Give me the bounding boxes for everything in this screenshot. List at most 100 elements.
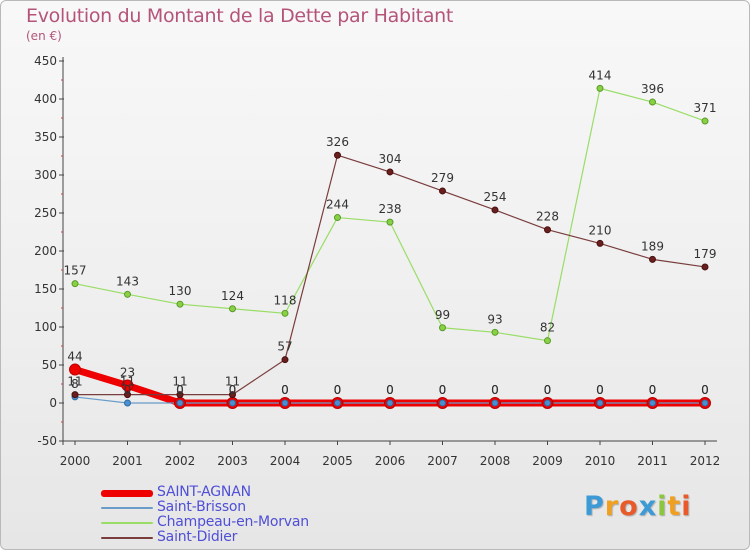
data-label: 0 xyxy=(229,383,237,397)
data-label: 143 xyxy=(116,274,139,288)
data-label: 0 xyxy=(176,383,184,397)
legend-label: SAINT-AGNAN xyxy=(157,484,251,500)
data-point-1 xyxy=(544,399,551,407)
data-label: 93 xyxy=(487,312,502,326)
data-point-2 xyxy=(71,280,79,288)
data-label: 130 xyxy=(169,284,192,298)
data-point-2 xyxy=(176,300,184,308)
data-label: 0 xyxy=(334,383,342,397)
x-tick-label: 2000 xyxy=(60,454,91,468)
chart-title: Evolution du Montant de la Dette par Hab… xyxy=(26,5,454,27)
y-tick-label: 200 xyxy=(34,244,57,258)
data-point-2 xyxy=(124,290,131,298)
data-label: 228 xyxy=(536,210,559,224)
y-tick-label: -50 xyxy=(37,434,57,448)
data-label: 11 xyxy=(67,375,82,389)
series-line-3 xyxy=(74,154,706,396)
x-tick-label: 2011 xyxy=(637,454,668,468)
data-point-2 xyxy=(649,98,656,106)
data-point-1 xyxy=(229,399,236,407)
data-label: 0 xyxy=(544,383,552,397)
data-label: 0 xyxy=(701,383,709,397)
data-point-2 xyxy=(229,305,236,313)
data-label: 118 xyxy=(274,293,297,307)
logo-letter: i xyxy=(681,491,692,522)
data-point-2 xyxy=(596,84,604,92)
data-point-3 xyxy=(701,263,709,271)
data-label: 0 xyxy=(596,383,604,397)
data-point-1 xyxy=(176,399,184,407)
y-tick-label: 250 xyxy=(34,206,57,220)
data-point-1 xyxy=(596,399,604,407)
y-tick-label: 0 xyxy=(49,396,57,410)
data-point-3 xyxy=(176,391,184,399)
y-tick-label: 150 xyxy=(34,282,57,296)
logo-letter: i xyxy=(657,491,668,522)
data-point-3 xyxy=(596,239,604,247)
data-label: 11 xyxy=(225,375,240,389)
data-label: 0 xyxy=(491,383,499,397)
legend-label: Saint-Didier xyxy=(157,529,238,545)
data-point-3 xyxy=(334,151,341,159)
data-label: 8 xyxy=(71,377,79,391)
y-tick-label: 450 xyxy=(34,54,57,68)
legend-swatch xyxy=(101,507,153,509)
data-label: 157 xyxy=(64,264,87,278)
logo-letter: o xyxy=(619,491,639,522)
data-point-1 xyxy=(386,399,394,407)
data-label: 0 xyxy=(491,383,499,397)
data-label: 23 xyxy=(120,366,135,380)
data-label: 0 xyxy=(176,383,184,397)
data-label: 57 xyxy=(277,340,292,354)
data-point-2 xyxy=(281,309,289,317)
data-label: 0 xyxy=(439,383,447,397)
data-point-0 xyxy=(69,363,81,376)
data-point-3 xyxy=(229,391,236,399)
legend-swatch xyxy=(101,489,153,497)
y-axis-unit-label: (en €) xyxy=(26,29,62,43)
x-tick-label: 2001 xyxy=(112,454,143,468)
data-label: 238 xyxy=(379,202,402,216)
data-point-1 xyxy=(701,399,709,407)
data-point-2 xyxy=(701,117,709,125)
x-tick-label: 2004 xyxy=(270,454,301,468)
data-label: 396 xyxy=(641,82,664,96)
data-point-3 xyxy=(386,168,394,176)
data-label: 0 xyxy=(701,383,709,397)
data-point-0 xyxy=(121,379,134,392)
data-label: 0 xyxy=(281,383,289,397)
logo-letter: P xyxy=(584,491,605,522)
data-label: 279 xyxy=(431,171,454,185)
x-tick-label: 2003 xyxy=(217,454,248,468)
data-point-3 xyxy=(71,391,79,399)
data-point-2 xyxy=(334,214,341,222)
x-tick-label: 2005 xyxy=(322,454,353,468)
data-point-3 xyxy=(649,255,656,263)
legend-label: Saint-Brisson xyxy=(157,499,246,515)
data-point-1 xyxy=(491,399,499,407)
data-point-2 xyxy=(491,328,499,336)
data-point-1 xyxy=(439,399,446,407)
data-point-3 xyxy=(544,226,551,234)
data-point-2 xyxy=(544,337,551,345)
data-label: 0 xyxy=(649,383,657,397)
data-label: 254 xyxy=(484,190,507,204)
data-label: 0 xyxy=(124,383,132,397)
data-label: 0 xyxy=(544,383,552,397)
data-point-2 xyxy=(439,324,446,332)
x-tick-label: 2007 xyxy=(427,454,458,468)
data-label: 0 xyxy=(281,383,289,397)
data-label: 82 xyxy=(540,321,555,335)
data-label: 371 xyxy=(694,101,717,115)
data-label: 210 xyxy=(589,223,612,237)
data-point-3 xyxy=(124,391,131,399)
data-label: 414 xyxy=(589,68,612,82)
data-label: 11 xyxy=(172,375,187,389)
data-label: 99 xyxy=(435,308,450,322)
data-point-1 xyxy=(281,399,289,407)
data-label: 304 xyxy=(379,152,402,166)
logo-letter: x xyxy=(638,491,658,522)
data-label: 189 xyxy=(641,239,664,253)
data-point-3 xyxy=(281,356,289,364)
